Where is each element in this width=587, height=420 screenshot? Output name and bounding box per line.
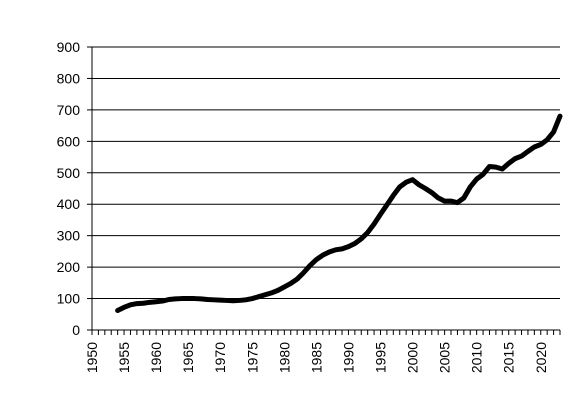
- x-tick-label-2015: 2015: [501, 342, 517, 373]
- x-tick-labels: 1950 1955 1960 1965 1970 1975 1980 1985 1990 1995…: [84, 342, 549, 373]
- x-tick-label-1990: 1990: [340, 342, 356, 373]
- y-tick-label-600: 600: [57, 133, 81, 149]
- series-line-0: [115, 113, 563, 313]
- y-tick-label-200: 200: [57, 259, 81, 275]
- axes: [87, 46, 561, 335]
- x-tick-label-2000: 2000: [405, 342, 421, 373]
- x-tick-label-1985: 1985: [308, 342, 324, 373]
- y-tick-labels: 0 100 200 300 400 500 600 700 800 900: [57, 39, 81, 338]
- y-tick-label-300: 300: [57, 228, 81, 244]
- y-tick-label-0: 0: [72, 322, 80, 338]
- x-tick-label-1960: 1960: [148, 342, 164, 373]
- x-tick-label-1975: 1975: [244, 342, 260, 373]
- series: [115, 113, 563, 313]
- x-tick-label-1955: 1955: [116, 342, 132, 373]
- x-tick-label-1965: 1965: [180, 342, 196, 373]
- x-tick-label-1980: 1980: [276, 342, 292, 373]
- x-tick-label-1970: 1970: [212, 342, 228, 373]
- y-tick-label-800: 800: [57, 70, 81, 86]
- y-tick-label-100: 100: [57, 291, 81, 307]
- y-tick-label-500: 500: [57, 165, 81, 181]
- x-tick-label-2005: 2005: [437, 342, 453, 373]
- x-tick-label-2010: 2010: [469, 342, 485, 373]
- grid-lines: [92, 46, 560, 300]
- x-tick-label-2020: 2020: [533, 342, 549, 373]
- y-tick-label-400: 400: [57, 196, 81, 212]
- x-tick-label-1950: 1950: [84, 342, 100, 373]
- y-tick-label-700: 700: [57, 102, 81, 118]
- x-tick-label-1995: 1995: [372, 342, 388, 373]
- y-tick-label-900: 900: [57, 39, 81, 55]
